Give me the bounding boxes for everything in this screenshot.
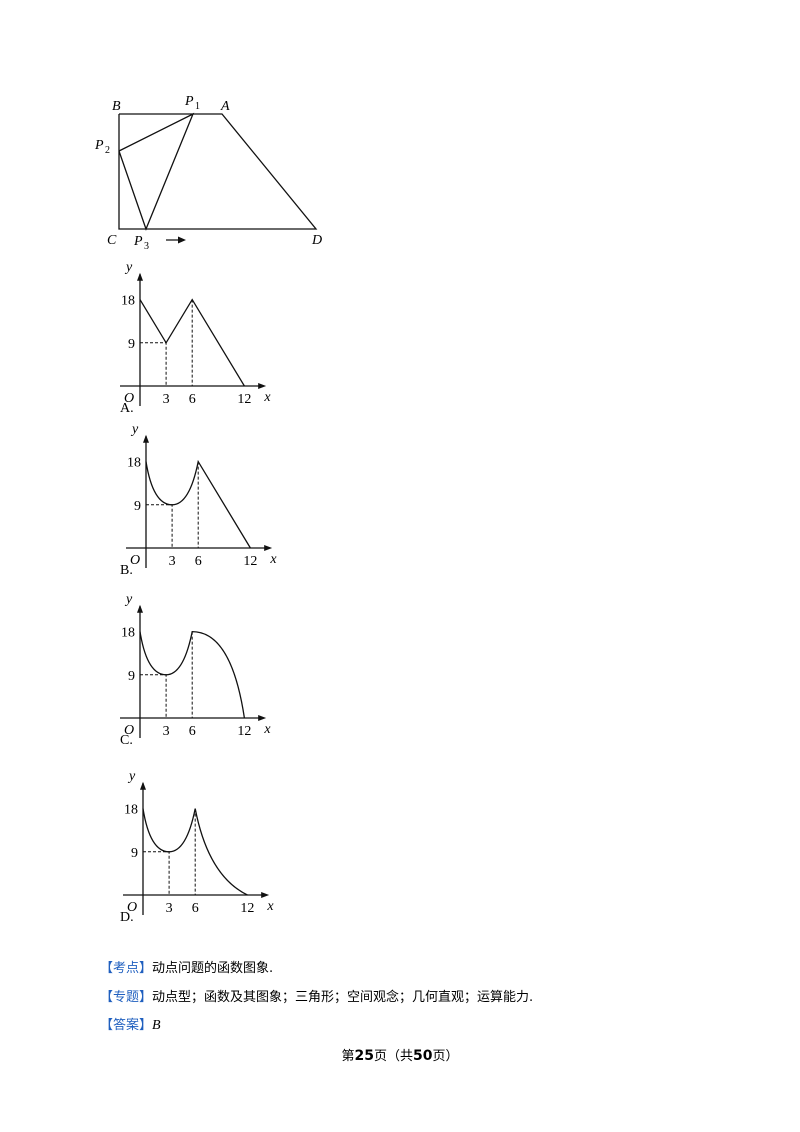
x-axis-label: x bbox=[263, 722, 271, 737]
x-tick-label: 6 bbox=[189, 392, 196, 407]
analysis-tag: 【专题】 bbox=[100, 990, 152, 1005]
x-tick-label: 12 bbox=[240, 901, 254, 916]
footer-part: 25 bbox=[355, 1048, 374, 1064]
x-tick-label: 12 bbox=[237, 724, 251, 739]
x-tick-label: 3 bbox=[169, 554, 176, 569]
y-axis-label: y bbox=[124, 592, 133, 607]
analysis-line: 【考点】动点问题的函数图象. bbox=[100, 960, 273, 976]
guide-line bbox=[143, 851, 170, 895]
y-arrow bbox=[137, 604, 143, 613]
triangle bbox=[118, 112, 195, 231]
y-tick-label: 9 bbox=[131, 846, 138, 861]
option-label: A. bbox=[120, 401, 134, 416]
x-tick-label: 6 bbox=[189, 724, 196, 739]
point-label: A bbox=[220, 99, 230, 114]
page-footer: 第25页（共50页） bbox=[341, 1048, 458, 1064]
y-tick-label: 18 bbox=[127, 456, 141, 471]
option-graph: y x O 18 9 3 6 12 C. bbox=[120, 592, 271, 748]
point-label: P bbox=[94, 138, 104, 153]
x-arrow bbox=[258, 715, 267, 721]
origin-label: O bbox=[130, 553, 140, 568]
y-arrow bbox=[143, 434, 149, 443]
y-axis-label: y bbox=[127, 769, 136, 784]
option-graph: y x O 18 9 3 6 12 A. bbox=[120, 260, 271, 416]
origin-label: O bbox=[124, 723, 134, 738]
point-subscript: 3 bbox=[144, 241, 149, 252]
x-tick-label: 3 bbox=[163, 724, 170, 739]
point-label: C bbox=[107, 233, 117, 248]
point-label: D bbox=[311, 233, 322, 248]
y-tick-label: 18 bbox=[121, 626, 135, 641]
analysis-tag: 【考点】 bbox=[100, 961, 152, 976]
footer-part: 页（共 bbox=[374, 1049, 413, 1064]
analysis-line: 【答案】B bbox=[100, 1017, 161, 1033]
guide-line bbox=[140, 674, 167, 718]
point-label: P bbox=[133, 234, 143, 249]
curve bbox=[145, 459, 251, 549]
x-arrow bbox=[258, 383, 267, 389]
option-label: D. bbox=[120, 910, 134, 925]
x-tick-label: 6 bbox=[195, 554, 202, 569]
point-label: P bbox=[184, 94, 194, 109]
option-label: C. bbox=[120, 733, 133, 748]
analysis-line: 【专题】动点型；函数及其图象；三角形；空间观念；几何直观；运算能力. bbox=[100, 989, 533, 1005]
x-arrow bbox=[264, 545, 273, 551]
x-tick-label: 3 bbox=[163, 392, 170, 407]
x-tick-label: 12 bbox=[243, 554, 257, 569]
y-axis-label: y bbox=[130, 422, 139, 437]
x-axis-label: x bbox=[266, 899, 274, 914]
y-arrow bbox=[140, 781, 146, 790]
point-label: B bbox=[112, 99, 121, 114]
curve bbox=[139, 298, 245, 387]
analysis-text: 动点问题的函数图象. bbox=[152, 960, 273, 976]
y-tick-label: 18 bbox=[121, 294, 135, 309]
option-label: B. bbox=[120, 563, 133, 578]
analysis-text: B bbox=[152, 1018, 161, 1033]
origin-label: O bbox=[127, 900, 137, 915]
arrow-head bbox=[178, 236, 186, 244]
x-tick-label: 3 bbox=[166, 901, 173, 916]
y-arrow bbox=[137, 272, 143, 281]
y-axis-label: y bbox=[124, 260, 133, 275]
x-arrow bbox=[261, 892, 270, 898]
footer-part: 第 bbox=[341, 1049, 354, 1064]
point-subscript: 2 bbox=[105, 145, 110, 156]
top-figure bbox=[118, 112, 318, 244]
option-graph: y x O 18 9 3 6 12 D. bbox=[120, 769, 274, 925]
y-tick-label: 9 bbox=[128, 669, 135, 684]
y-tick-label: 9 bbox=[134, 499, 141, 514]
analysis-text: 动点型；函数及其图象；三角形；空间观念；几何直观；运算能力. bbox=[152, 989, 533, 1005]
x-axis-label: x bbox=[263, 390, 271, 405]
guide-line bbox=[146, 504, 173, 548]
point-subscript: 1 bbox=[195, 101, 200, 112]
guide-line bbox=[140, 342, 167, 386]
analysis-tag: 【答案】 bbox=[100, 1017, 152, 1033]
y-tick-label: 18 bbox=[124, 803, 138, 818]
curve bbox=[142, 808, 248, 896]
y-tick-label: 9 bbox=[128, 337, 135, 352]
footer-part: 页） bbox=[432, 1049, 458, 1064]
x-tick-label: 6 bbox=[192, 901, 199, 916]
option-graph: y x O 18 9 3 6 12 B. bbox=[120, 422, 277, 578]
origin-label: O bbox=[124, 391, 134, 406]
curve bbox=[139, 630, 246, 719]
x-tick-label: 12 bbox=[237, 392, 251, 407]
footer-part: 50 bbox=[413, 1048, 433, 1064]
x-axis-label: x bbox=[269, 552, 277, 567]
trapezoid bbox=[118, 113, 318, 230]
